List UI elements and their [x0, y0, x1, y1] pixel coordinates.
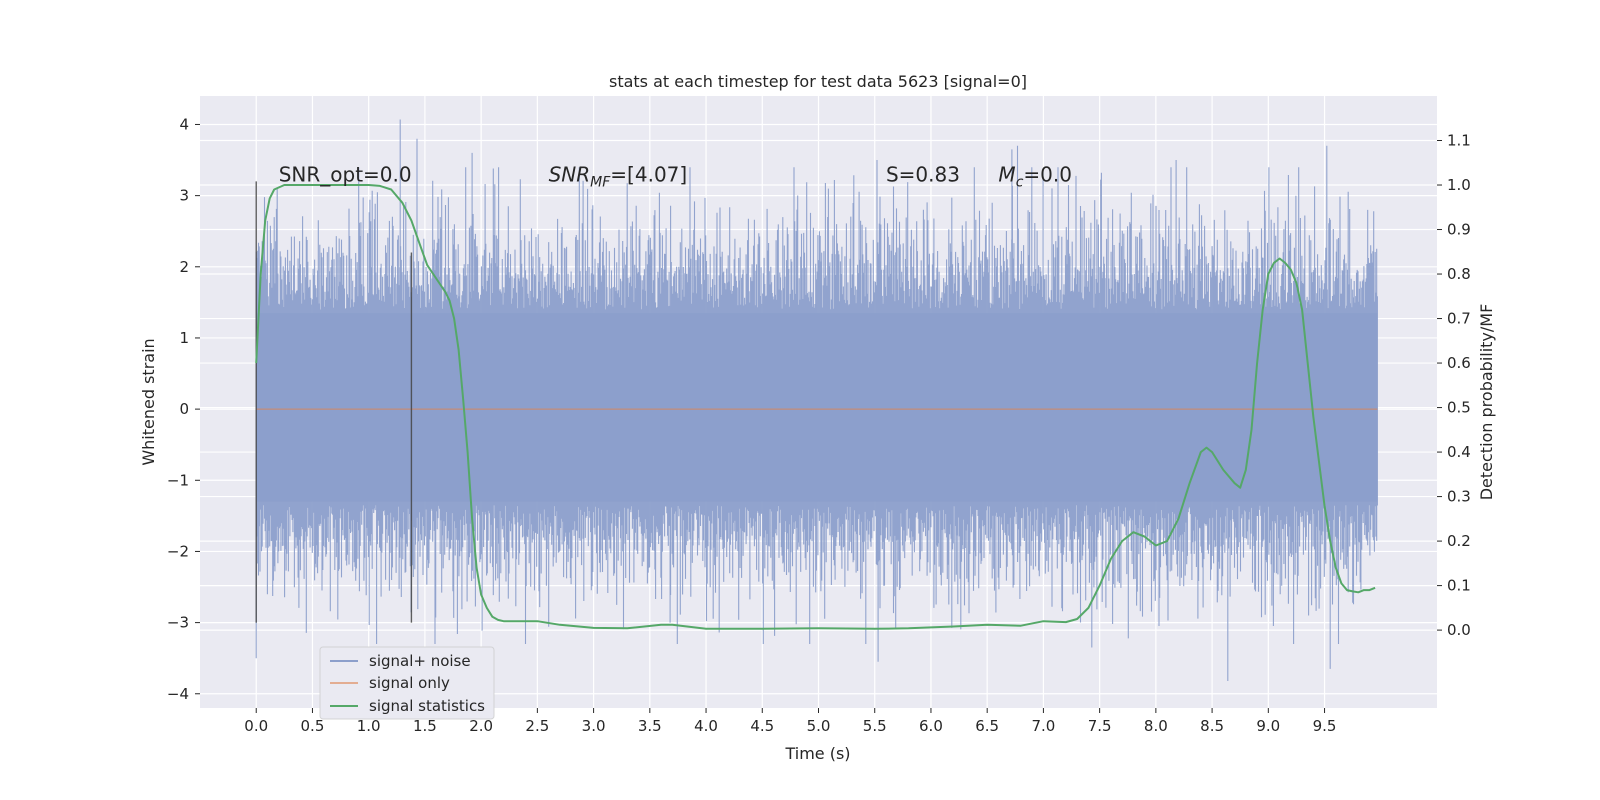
y-right-tick-label: 0.6 — [1447, 354, 1471, 372]
x-tick-label: 5.5 — [863, 717, 887, 735]
x-tick-label: 7.5 — [1088, 717, 1112, 735]
x-tick-label: 9.5 — [1313, 717, 1337, 735]
x-tick-label: 8.5 — [1200, 717, 1224, 735]
y-right-tick-label: 0.9 — [1447, 221, 1471, 239]
x-tick-label: 8.0 — [1144, 717, 1168, 735]
x-tick-label: 1.0 — [357, 717, 381, 735]
legend-label-signal-noise: signal+ noise — [369, 652, 471, 670]
noise-series — [255, 119, 1378, 681]
x-tick-label: 0.0 — [244, 717, 268, 735]
y-left-axis-label: Whitened strain — [139, 338, 158, 465]
x-axis-label: Time (s) — [784, 744, 850, 763]
x-axis-ticks: 0.0 0.5 1.0 1.5 2.0 2.5 3.0 3.5 4.0 4.5 5.0 5.5 6.0 6… — [244, 708, 1336, 735]
y-left-tick-label: −3 — [167, 614, 189, 632]
y-right-tick-label: 1.0 — [1447, 176, 1471, 194]
y-right-tick-label: 0.8 — [1447, 265, 1471, 283]
chart-title: stats at each timestep for test data 562… — [609, 72, 1027, 91]
x-tick-label: 2.0 — [469, 717, 493, 735]
y-left-axis-ticks: 4 3 2 1 0 −1 −2 −3 −4 — [167, 115, 200, 703]
annotation: SNRMF=[4.07] — [549, 162, 688, 190]
y-right-tick-label: 0.4 — [1447, 443, 1471, 461]
annotation: Mc=0.0 — [998, 162, 1072, 190]
y-left-tick-label: 4 — [179, 115, 189, 133]
y-left-tick-label: −2 — [167, 542, 189, 560]
y-right-tick-label: 0.5 — [1447, 399, 1471, 417]
x-tick-label: 2.5 — [525, 717, 549, 735]
y-right-tick-label: 0.3 — [1447, 488, 1471, 506]
x-tick-label: 3.5 — [638, 717, 662, 735]
x-tick-label: 6.0 — [919, 717, 943, 735]
x-tick-label: 4.5 — [750, 717, 774, 735]
y-right-tick-label: 0.7 — [1447, 310, 1471, 328]
x-tick-label: 3.0 — [582, 717, 606, 735]
y-left-tick-label: −1 — [167, 471, 189, 489]
x-tick-label: 7.0 — [1031, 717, 1055, 735]
legend-label-signal-only: signal only — [369, 674, 450, 692]
y-right-axis-ticks: 1.1 1.0 0.9 0.8 0.7 0.6 0.5 0.4 0.3 0.2 0.1 0.0 — [1437, 132, 1471, 639]
y-left-tick-label: 3 — [179, 187, 189, 205]
legend: signal+ noise signal only signal statist… — [319, 646, 495, 720]
y-left-tick-label: 0 — [179, 400, 189, 418]
y-right-tick-label: 0.1 — [1447, 577, 1471, 595]
annotation: S=0.83 — [886, 162, 960, 186]
annotations: SNR_opt=0.0 SNRMF=[4.07] S=0.83 Mc=0.0 — [279, 162, 1072, 190]
y-right-tick-label: 1.1 — [1447, 132, 1471, 150]
y-left-tick-label: 2 — [179, 258, 189, 276]
annotation: SNR_opt=0.0 — [279, 162, 412, 186]
x-tick-label: 6.5 — [975, 717, 999, 735]
x-tick-label: 0.5 — [301, 717, 325, 735]
vertical-markers — [255, 181, 413, 623]
legend-label-signal-statistics: signal statistics — [369, 697, 485, 715]
y-left-tick-label: −4 — [167, 685, 189, 703]
y-right-tick-label: 0.2 — [1447, 532, 1471, 550]
y-left-tick-label: 1 — [179, 329, 189, 347]
legend-box — [319, 646, 495, 720]
y-right-axis-label: Detection probability/MF — [1477, 304, 1496, 501]
x-tick-label: 5.0 — [807, 717, 831, 735]
signal-statistics-series — [255, 184, 1376, 630]
signal-statistics-line — [255, 184, 1376, 630]
x-tick-label: 4.0 — [694, 717, 718, 735]
x-tick-label: 1.5 — [413, 717, 437, 735]
x-tick-label: 9.0 — [1256, 717, 1280, 735]
y-right-tick-label: 0.0 — [1447, 621, 1471, 639]
